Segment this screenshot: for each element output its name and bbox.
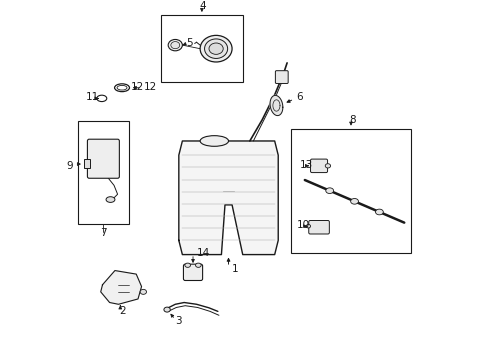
Ellipse shape [168, 40, 182, 51]
FancyBboxPatch shape [310, 159, 327, 172]
Text: 6: 6 [295, 91, 302, 102]
Text: 11: 11 [85, 92, 99, 102]
Ellipse shape [140, 289, 146, 294]
Bar [84, 159, 90, 168]
Text: 5: 5 [185, 39, 192, 48]
Text: 9: 9 [66, 161, 73, 171]
Ellipse shape [375, 209, 383, 215]
Polygon shape [179, 141, 278, 255]
FancyBboxPatch shape [275, 71, 287, 84]
FancyBboxPatch shape [308, 221, 329, 234]
Ellipse shape [325, 188, 333, 194]
Text: 4: 4 [199, 1, 205, 11]
Bar [290, 129, 410, 253]
Ellipse shape [200, 136, 228, 146]
Text: 14: 14 [196, 248, 209, 258]
Text: 7: 7 [100, 228, 106, 238]
Text: 13: 13 [299, 160, 312, 170]
Text: 12: 12 [131, 82, 144, 92]
Polygon shape [269, 95, 282, 116]
Text: 12: 12 [143, 82, 156, 93]
Ellipse shape [325, 164, 330, 168]
Bar [161, 15, 242, 82]
Bar [78, 121, 129, 224]
FancyBboxPatch shape [87, 139, 119, 178]
Ellipse shape [163, 307, 170, 312]
Text: 1: 1 [232, 264, 238, 274]
Ellipse shape [195, 263, 201, 267]
Ellipse shape [106, 197, 115, 202]
Ellipse shape [184, 263, 190, 267]
FancyBboxPatch shape [183, 264, 202, 280]
Ellipse shape [204, 39, 227, 58]
Text: 8: 8 [348, 115, 355, 125]
Ellipse shape [350, 198, 358, 204]
Ellipse shape [170, 42, 180, 49]
Polygon shape [101, 271, 141, 304]
Text: 2: 2 [119, 306, 126, 316]
Text: 10: 10 [296, 220, 309, 230]
Ellipse shape [305, 224, 310, 228]
Text: 3: 3 [175, 316, 182, 326]
Ellipse shape [200, 35, 232, 62]
Ellipse shape [208, 43, 223, 54]
